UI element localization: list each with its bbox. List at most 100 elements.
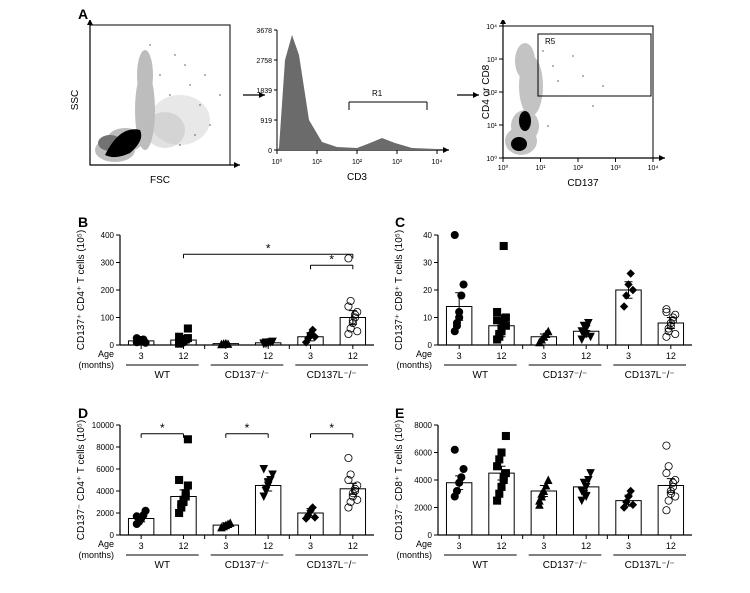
svg-text:2000: 2000 xyxy=(96,509,114,518)
cd137-xlabel: CD137 xyxy=(567,178,599,189)
svg-text:10⁰: 10⁰ xyxy=(486,155,497,163)
svg-text:10⁰: 10⁰ xyxy=(272,158,283,166)
facs-fsc-ssc: FSC SSC xyxy=(70,20,240,186)
svg-text:1839: 1839 xyxy=(256,88,272,95)
svg-text:Age: Age xyxy=(416,539,432,549)
cd3-xlabel: CD3 xyxy=(347,172,367,183)
svg-text:10¹: 10¹ xyxy=(312,159,323,166)
r5-gate-label: R5 xyxy=(545,37,556,46)
svg-text:8000: 8000 xyxy=(96,443,114,452)
svg-text:Age: Age xyxy=(416,349,432,359)
fsc-xlabel: FSC xyxy=(150,175,170,186)
svg-text:WT: WT xyxy=(473,370,489,381)
svg-text:4000: 4000 xyxy=(414,476,432,485)
svg-text:10000: 10000 xyxy=(92,421,115,430)
svg-text:3: 3 xyxy=(457,541,462,551)
svg-text:10³: 10³ xyxy=(610,165,621,172)
svg-text:3: 3 xyxy=(139,541,144,551)
svg-text:10⁴: 10⁴ xyxy=(486,24,497,31)
svg-text:12: 12 xyxy=(581,351,591,361)
svg-text:300: 300 xyxy=(101,259,115,268)
svg-text:12: 12 xyxy=(666,541,676,551)
svg-text:3: 3 xyxy=(541,541,546,551)
svg-text:3678: 3678 xyxy=(256,28,272,35)
chart-C: 010203040CD137⁺ CD8⁺ T cells (10⁵)312312… xyxy=(388,225,698,405)
svg-text:12: 12 xyxy=(666,351,676,361)
svg-text:30: 30 xyxy=(423,259,432,268)
svg-text:12: 12 xyxy=(496,541,506,551)
svg-text:0: 0 xyxy=(268,148,272,155)
svg-text:3: 3 xyxy=(457,351,462,361)
svg-text:400: 400 xyxy=(101,231,115,240)
svg-text:4000: 4000 xyxy=(96,487,114,496)
ssc-ylabel: SSC xyxy=(70,90,81,111)
svg-text:(months): (months) xyxy=(78,360,114,370)
svg-text:CD137⁺ CD8⁺ T cells (10⁵): CD137⁺ CD8⁺ T cells (10⁵) xyxy=(394,230,405,350)
svg-text:CD137⁻/⁻: CD137⁻/⁻ xyxy=(543,370,587,381)
svg-text:3: 3 xyxy=(308,351,313,361)
svg-text:12: 12 xyxy=(581,541,591,551)
svg-text:12: 12 xyxy=(496,351,506,361)
svg-text:Age: Age xyxy=(98,539,114,549)
svg-text:2000: 2000 xyxy=(414,504,432,513)
svg-text:WT: WT xyxy=(473,560,489,571)
svg-text:10¹: 10¹ xyxy=(535,165,546,172)
svg-text:CD137⁻/⁻: CD137⁻/⁻ xyxy=(225,560,269,571)
svg-text:3: 3 xyxy=(139,351,144,361)
svg-text:CD137⁻/⁻: CD137⁻/⁻ xyxy=(543,560,587,571)
svg-text:6000: 6000 xyxy=(96,465,114,474)
svg-text:200: 200 xyxy=(101,286,115,295)
svg-text:*: * xyxy=(160,421,165,435)
facs-cd137-dotplot: 10⁰10¹10²10³10⁴ 10⁰10¹10²10³10⁴ R5 xyxy=(481,20,665,189)
svg-text:8000: 8000 xyxy=(414,421,432,430)
chart-E: 02000400060008000CD137⁻ CD8⁺ T cells (10… xyxy=(388,415,698,593)
svg-text:10⁰: 10⁰ xyxy=(498,164,509,172)
svg-text:CD137L⁻/⁻: CD137L⁻/⁻ xyxy=(625,560,675,571)
cd4cd8-ylabel: CD4 or CD8 xyxy=(481,64,492,119)
facs-row: FSC SSC 0 919 1839 2758 3678 R1 xyxy=(55,20,695,195)
svg-text:3: 3 xyxy=(541,351,546,361)
svg-text:10³: 10³ xyxy=(487,57,498,64)
svg-text:10²: 10² xyxy=(352,159,363,166)
svg-text:12: 12 xyxy=(348,351,358,361)
svg-text:10²: 10² xyxy=(573,165,584,172)
svg-text:10¹: 10¹ xyxy=(487,123,498,130)
svg-text:10: 10 xyxy=(423,314,432,323)
svg-text:20: 20 xyxy=(423,286,432,295)
facs-cd3-histogram: 0 919 1839 2758 3678 R1 10⁰ 10¹ 10² 10³ 10⁴ CD3 xyxy=(256,28,449,183)
svg-text:12: 12 xyxy=(263,351,273,361)
svg-text:3: 3 xyxy=(308,541,313,551)
r1-gate-label: R1 xyxy=(372,89,383,98)
svg-text:12: 12 xyxy=(348,541,358,551)
svg-text:919: 919 xyxy=(260,118,272,125)
svg-text:*: * xyxy=(266,241,271,255)
svg-text:WT: WT xyxy=(155,370,171,381)
svg-text:*: * xyxy=(329,421,334,435)
svg-text:(months): (months) xyxy=(78,550,114,560)
svg-text:12: 12 xyxy=(178,351,188,361)
svg-text:12: 12 xyxy=(178,541,188,551)
chart-D: 0200040006000800010000CD137⁻ CD4⁺ T cell… xyxy=(70,415,380,593)
svg-text:*: * xyxy=(245,421,250,435)
svg-text:CD137⁻/⁻: CD137⁻/⁻ xyxy=(225,370,269,381)
chart-B: 0100200300400CD137⁺ CD4⁺ T cells (10⁵)31… xyxy=(70,225,380,405)
svg-text:3: 3 xyxy=(223,541,228,551)
svg-text:10⁴: 10⁴ xyxy=(648,165,659,172)
svg-text:Age: Age xyxy=(98,349,114,359)
svg-text:CD137L⁻/⁻: CD137L⁻/⁻ xyxy=(307,560,357,571)
svg-text:10⁴: 10⁴ xyxy=(432,159,443,166)
svg-text:12: 12 xyxy=(263,541,273,551)
svg-text:100: 100 xyxy=(101,314,115,323)
svg-text:WT: WT xyxy=(155,560,171,571)
svg-text:3: 3 xyxy=(626,351,631,361)
svg-text:10³: 10³ xyxy=(392,159,403,166)
svg-text:CD137L⁻/⁻: CD137L⁻/⁻ xyxy=(307,370,357,381)
svg-text:*: * xyxy=(329,252,334,266)
svg-text:6000: 6000 xyxy=(414,449,432,458)
svg-text:(months): (months) xyxy=(396,360,432,370)
svg-text:CD137⁻ CD4⁺ T cells (10⁵): CD137⁻ CD4⁺ T cells (10⁵) xyxy=(76,420,87,540)
svg-text:CD137L⁻/⁻: CD137L⁻/⁻ xyxy=(625,370,675,381)
svg-text:CD137⁺ CD4⁺ T cells (10⁵): CD137⁺ CD4⁺ T cells (10⁵) xyxy=(76,230,87,350)
svg-text:(months): (months) xyxy=(396,550,432,560)
svg-text:2758: 2758 xyxy=(256,58,272,65)
